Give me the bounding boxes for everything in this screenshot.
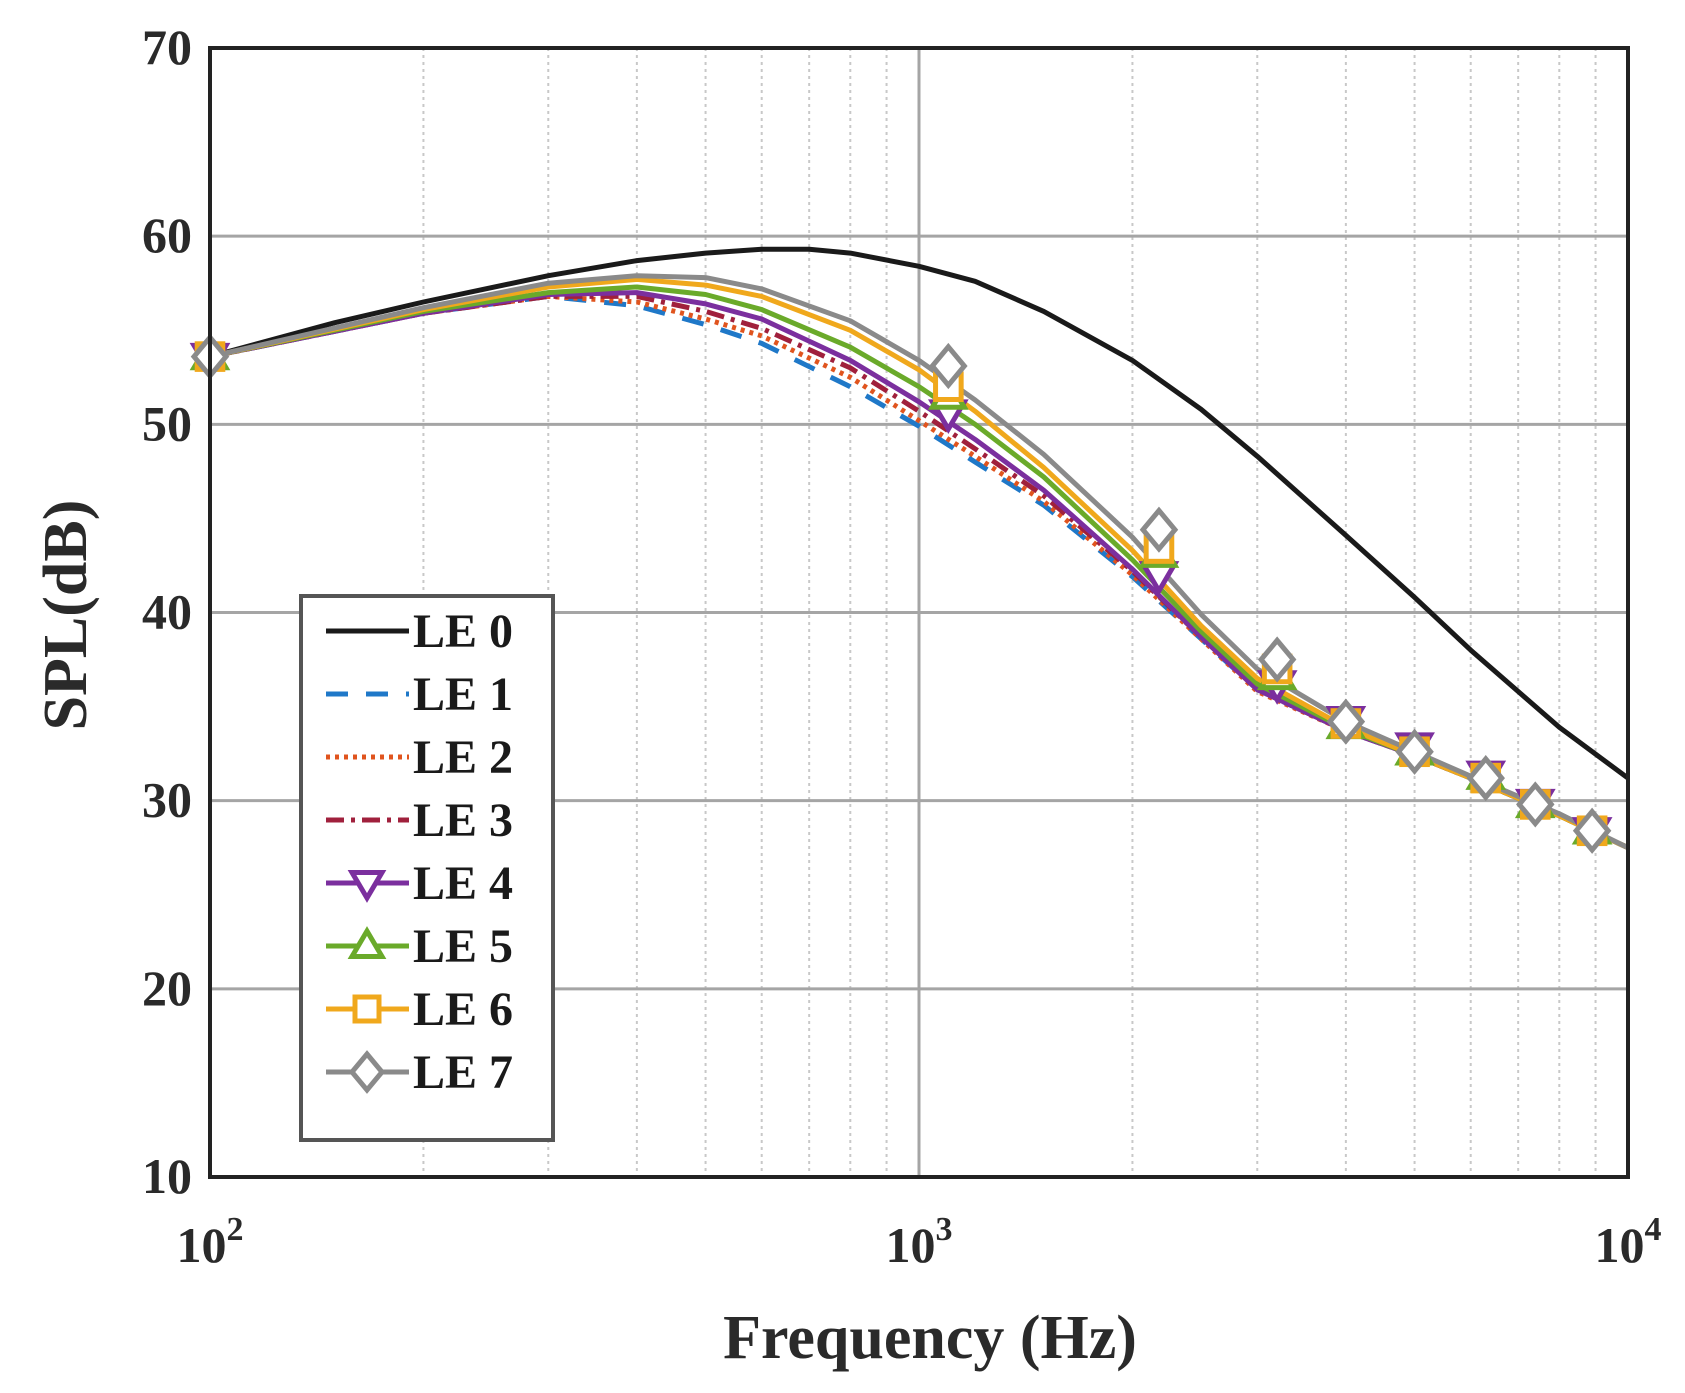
y-tick-label: 30 [142,772,192,828]
y-tick-label: 50 [142,395,192,451]
legend-marker [348,1050,386,1094]
x-tick-labels: 102 103 104 [177,1211,1662,1273]
legend-marker [347,926,387,959]
y-tick-label: 40 [142,584,192,640]
marker-le-7 [1572,807,1612,854]
y-axis-label: SPL(dB) [32,500,100,731]
legend-label: LE 5 [413,920,513,973]
x-tick-label: 103 [886,1211,953,1273]
series-line-le-0 [209,246,1630,781]
plot-frame [208,46,1630,1179]
marker-le-7 [1516,781,1555,828]
legend-label: LE 3 [413,794,513,847]
legend-box [299,594,555,1142]
x-axis-label: Frequency (Hz) [723,1304,1137,1372]
marker-le-7 [1326,698,1366,745]
legend-marker [352,994,382,1024]
legend-label: LE 0 [413,605,513,658]
y-tick-label: 60 [142,207,192,263]
marker-le-7 [1257,636,1297,683]
x-tick-label: 102 [177,1211,244,1273]
series-markers [189,333,1613,854]
marker-le-7 [929,342,968,390]
legend-label: LE 7 [413,1046,513,1099]
marker-le-7 [1139,506,1179,553]
y-tick-label: 10 [142,1148,192,1204]
series-line-le-1 [209,293,1630,850]
y-tick-labels: 10 20 30 40 50 60 70 [142,19,192,1204]
legend-marker [347,870,387,903]
legend-label: LE 4 [413,857,513,910]
marker-le-7 [1395,728,1434,775]
legend-label: LE 1 [413,668,513,721]
legend-label: LE 6 [413,983,513,1036]
x-tick-label: 104 [1595,1211,1662,1273]
marker-le-7 [1466,754,1505,802]
y-tick-label: 20 [142,960,192,1016]
legend-label: LE 2 [413,731,513,784]
y-tick-label: 70 [142,19,192,75]
series-line-le-2 [209,293,1630,850]
legend: LE 0 LE 1 LE 2 LE 3 LE 4 LE 5 LE 6 LE 7 [299,594,555,1142]
